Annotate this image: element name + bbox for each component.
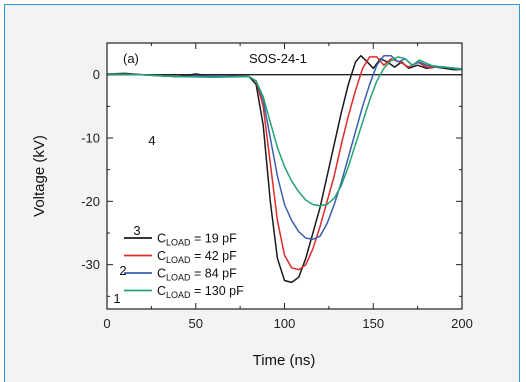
series-line-4 <box>106 56 463 207</box>
y-tick-label: -30 <box>81 257 100 272</box>
legend-label: CLOAD = 19 pF <box>157 232 237 248</box>
x-tick-label: 150 <box>362 316 384 331</box>
axes: 0 50 100 150 200 0 -10 -20 -30 <box>81 42 473 331</box>
curve-label-3: 3 <box>133 223 140 238</box>
x-tick-label: 50 <box>189 316 203 331</box>
x-tick-label: 200 <box>451 316 473 331</box>
x-axis-title: Time (ns) <box>253 352 316 369</box>
y-tick-label: -20 <box>81 194 100 209</box>
curve-label-2: 2 <box>119 263 126 278</box>
curve-labels: 1 2 3 4 <box>113 133 155 306</box>
x-tick-label: 100 <box>274 316 296 331</box>
series-layer <box>106 54 463 284</box>
y-axis-title: Voltage (kV) <box>31 135 48 217</box>
plot-area <box>107 43 462 309</box>
legend-label: CLOAD = 130 pF <box>157 284 244 300</box>
y-tick-label: -10 <box>81 131 100 146</box>
y-tick-label: 0 <box>93 67 100 82</box>
panel-label: (a) <box>123 51 139 66</box>
x-tick-label: 0 <box>103 316 110 331</box>
curve-label-1: 1 <box>113 291 120 306</box>
plot-border <box>106 42 463 310</box>
legend-label: CLOAD = 84 pF <box>157 267 237 283</box>
legend-label: CLOAD = 42 pF <box>157 249 237 265</box>
curve-label-4: 4 <box>148 133 155 148</box>
chart-title: SOS-24-1 <box>249 51 307 66</box>
